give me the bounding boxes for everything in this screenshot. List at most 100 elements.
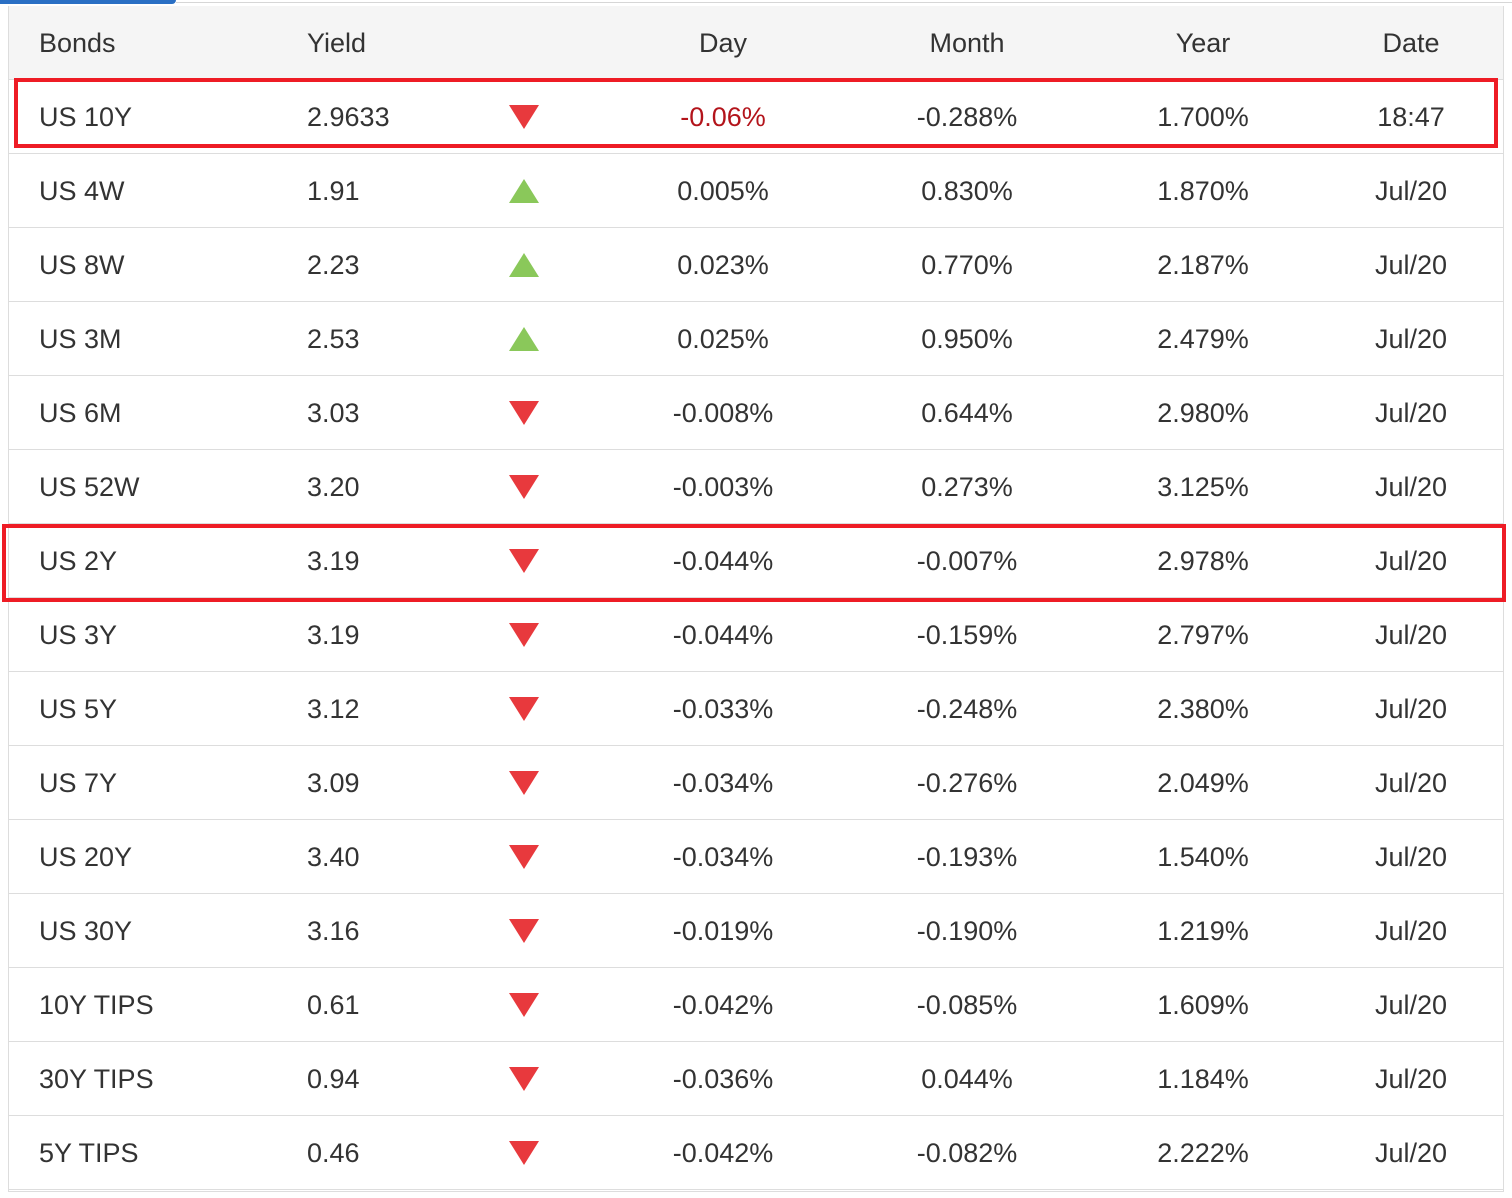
month-change-value: 0.273% [921, 472, 1013, 502]
triangle-down-icon [509, 845, 539, 869]
triangle-down-icon [509, 697, 539, 721]
header-yield[interactable]: Yield [307, 28, 367, 58]
change-direction-cell [509, 80, 543, 154]
bond-name-link[interactable]: US 30Y [39, 916, 133, 946]
triangle-down-icon [509, 549, 539, 573]
bond-name-link[interactable]: 5Y TIPS [39, 1138, 139, 1168]
day-change-value: 0.025% [677, 324, 769, 354]
month-change-value: 0.950% [921, 324, 1013, 354]
active-tab-indicator[interactable] [0, 0, 176, 4]
bond-name-link[interactable]: US 7Y [39, 768, 118, 798]
month-change-value: -0.193% [916, 842, 1018, 872]
change-direction-cell [509, 672, 543, 746]
triangle-down-icon [509, 1141, 539, 1165]
table-row[interactable]: US 10Y 2.9633 -0.06% -0.288% 1.700% 18:47 [9, 80, 1503, 154]
bond-name-link[interactable]: US 10Y [39, 102, 133, 132]
table-row[interactable]: US 20Y 3.40 -0.034% -0.193% 1.540% Jul/20 [9, 820, 1503, 894]
bond-name-link[interactable]: 10Y TIPS [39, 990, 154, 1020]
table-row[interactable]: 5Y TIPS 0.46 -0.042% -0.082% 2.222% Jul/20 [9, 1116, 1503, 1190]
change-direction-cell [509, 524, 543, 598]
day-change-value: -0.042% [672, 990, 774, 1020]
bond-name-link[interactable]: US 52W [39, 472, 140, 502]
triangle-down-icon [509, 105, 539, 129]
change-direction-cell [509, 746, 543, 820]
triangle-down-icon [509, 401, 539, 425]
day-change-value: 0.023% [677, 250, 769, 280]
triangle-down-icon [509, 1067, 539, 1091]
change-direction-cell [509, 820, 543, 894]
triangle-up-icon [509, 327, 539, 351]
yield-value: 3.03 [307, 398, 360, 428]
triangle-up-icon [509, 253, 539, 277]
bond-name-link[interactable]: US 2Y [39, 546, 118, 576]
table-row[interactable]: US 30Y 3.16 -0.019% -0.190% 1.219% Jul/20 [9, 894, 1503, 968]
date-value: Jul/20 [1374, 176, 1448, 206]
date-value: Jul/20 [1374, 398, 1448, 428]
date-value: Jul/20 [1374, 1138, 1448, 1168]
date-value: Jul/20 [1374, 324, 1448, 354]
yield-value: 0.61 [307, 990, 360, 1020]
day-change-value: -0.003% [672, 472, 774, 502]
bond-name-link[interactable]: US 3M [39, 324, 122, 354]
month-change-value: -0.082% [916, 1138, 1018, 1168]
table-row[interactable]: US 2Y 3.19 -0.044% -0.007% 2.978% Jul/20 [9, 524, 1503, 598]
year-change-value: 2.797% [1157, 620, 1249, 650]
change-direction-cell [509, 1116, 543, 1190]
bond-name-link[interactable]: US 5Y [39, 694, 118, 724]
bond-name-link[interactable]: US 20Y [39, 842, 133, 872]
change-direction-cell [509, 968, 543, 1042]
header-year[interactable]: Year [1175, 28, 1231, 58]
date-value: Jul/20 [1374, 1064, 1448, 1094]
triangle-down-icon [509, 623, 539, 647]
bond-name-link[interactable]: US 6M [39, 398, 122, 428]
header-date[interactable]: Date [1382, 28, 1440, 58]
date-value: Jul/20 [1374, 694, 1448, 724]
bond-name-link[interactable]: US 8W [39, 250, 125, 280]
month-change-value: -0.276% [916, 768, 1018, 798]
year-change-value: 2.222% [1157, 1138, 1249, 1168]
month-change-value: 0.830% [921, 176, 1013, 206]
table-row[interactable]: 30Y TIPS 0.94 -0.036% 0.044% 1.184% Jul/20 [9, 1042, 1503, 1116]
table-row[interactable]: US 5Y 3.12 -0.033% -0.248% 2.380% Jul/20 [9, 672, 1503, 746]
table-row[interactable]: 10Y TIPS 0.61 -0.042% -0.085% 1.609% Jul/20 [9, 968, 1503, 1042]
month-change-value: -0.085% [916, 990, 1018, 1020]
date-value: Jul/20 [1374, 990, 1448, 1020]
change-direction-cell [509, 228, 543, 302]
yield-value: 2.23 [307, 250, 360, 280]
change-direction-cell [509, 1042, 543, 1116]
date-value: Jul/20 [1374, 620, 1448, 650]
triangle-up-icon [509, 179, 539, 203]
triangle-down-icon [509, 919, 539, 943]
year-change-value: 1.540% [1157, 842, 1249, 872]
bond-name-link[interactable]: US 3Y [39, 620, 118, 650]
year-change-value: 2.980% [1157, 398, 1249, 428]
bond-name-link[interactable]: 30Y TIPS [39, 1064, 154, 1094]
table-row[interactable]: US 3Y 3.19 -0.044% -0.159% 2.797% Jul/20 [9, 598, 1503, 672]
table-row[interactable]: US 52W 3.20 -0.003% 0.273% 3.125% Jul/20 [9, 450, 1503, 524]
date-value: Jul/20 [1374, 546, 1448, 576]
bond-name-link[interactable]: US 4W [39, 176, 125, 206]
year-change-value: 1.870% [1157, 176, 1249, 206]
change-direction-cell [509, 894, 543, 968]
header-day[interactable]: Day [698, 28, 747, 58]
day-change-value: -0.042% [672, 1138, 774, 1168]
table-row[interactable]: US 6M 3.03 -0.008% 0.644% 2.980% Jul/20 [9, 376, 1503, 450]
table-row[interactable]: US 8W 2.23 0.023% 0.770% 2.187% Jul/20 [9, 228, 1503, 302]
year-change-value: 1.700% [1157, 102, 1249, 132]
month-change-value: 0.044% [921, 1064, 1013, 1094]
month-change-value: -0.159% [916, 620, 1018, 650]
header-bonds[interactable]: Bonds [39, 28, 116, 58]
date-value: Jul/20 [1374, 842, 1448, 872]
year-change-value: 1.609% [1157, 990, 1249, 1020]
yield-value: 3.19 [307, 546, 360, 576]
table-row[interactable]: US 7Y 3.09 -0.034% -0.276% 2.049% Jul/20 [9, 746, 1503, 820]
month-change-value: -0.288% [916, 102, 1018, 132]
day-change-value: -0.06% [680, 102, 766, 132]
day-change-value: -0.034% [672, 842, 774, 872]
date-value: Jul/20 [1374, 916, 1448, 946]
header-month[interactable]: Month [929, 28, 1005, 58]
day-change-value: -0.036% [672, 1064, 774, 1094]
month-change-value: 0.644% [921, 398, 1013, 428]
table-row[interactable]: US 3M 2.53 0.025% 0.950% 2.479% Jul/20 [9, 302, 1503, 376]
table-row[interactable]: US 4W 1.91 0.005% 0.830% 1.870% Jul/20 [9, 154, 1503, 228]
